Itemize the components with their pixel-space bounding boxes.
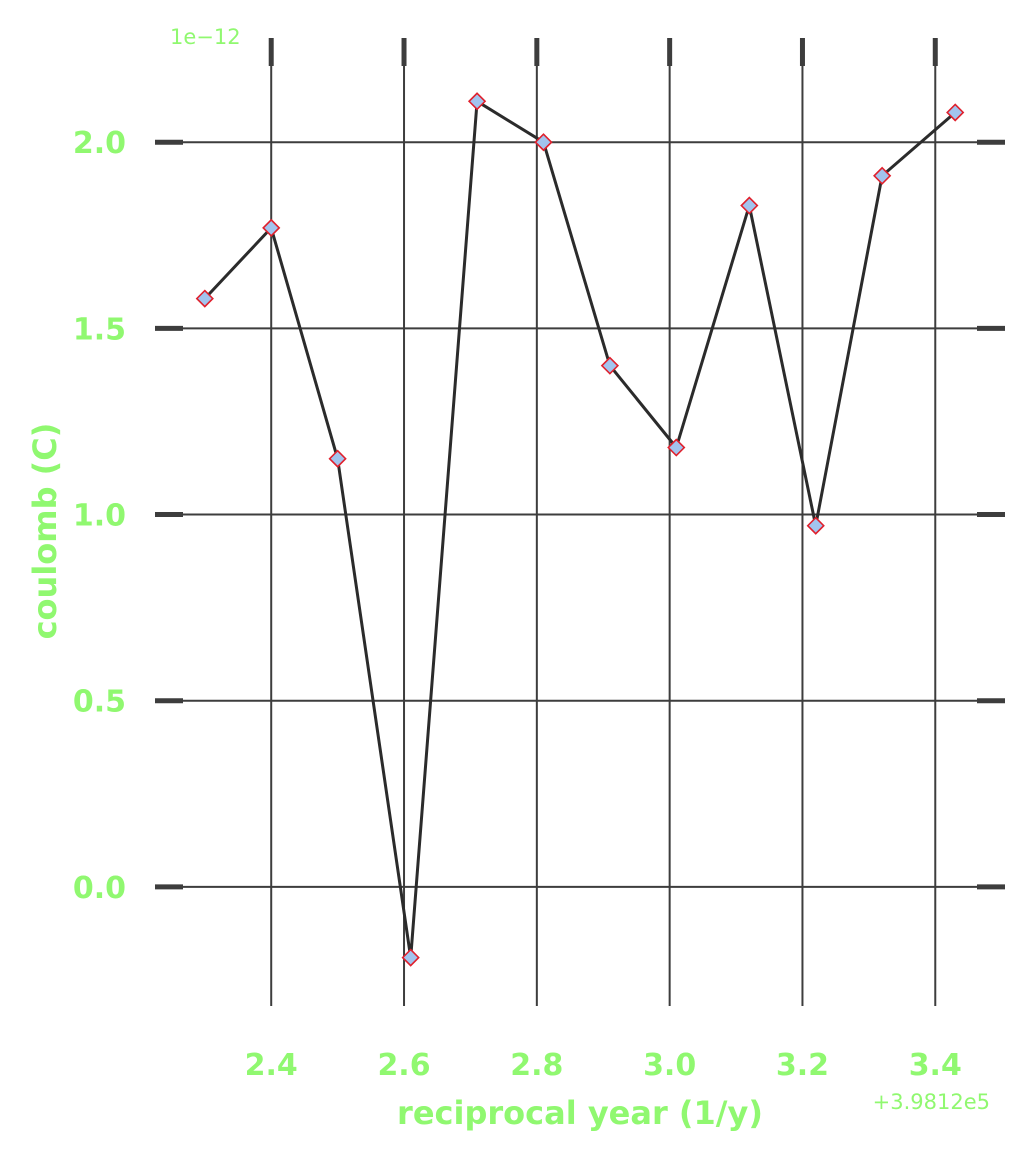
series-line (203, 99, 957, 960)
y-tick-label: 1.5 (73, 312, 126, 347)
y-tick-label: 2.0 (73, 126, 126, 161)
data-point-marker (873, 166, 892, 185)
data-point-marker (740, 196, 759, 215)
data-point-marker (946, 103, 965, 122)
tick-labels: 2.4 2.6 2.8 3.0 3.2 3.4 0.0 0.5 1.0 1.5 2.0 (73, 126, 962, 1083)
x-tick-label: 3.2 (776, 1048, 829, 1083)
y-axis-multiplier-text: 1e−12 (170, 25, 241, 49)
data-point-marker (534, 133, 553, 152)
data-point-marker (195, 289, 214, 308)
y-tick-label: 0.0 (73, 871, 126, 906)
grid-lines (155, 38, 1005, 1006)
markers (195, 92, 965, 967)
x-axis-label: reciprocal year (1/y) (397, 1094, 763, 1132)
tick-marks (155, 38, 1005, 890)
data-point-marker (806, 516, 825, 535)
y-axis-label: coulomb (C) (26, 423, 64, 640)
x-tick-label: 2.8 (510, 1048, 563, 1083)
data-point-marker (262, 218, 281, 238)
x-tick-label: 3.0 (643, 1048, 696, 1083)
x-tick-label: 2.6 (377, 1048, 430, 1083)
data-point-marker (600, 356, 620, 375)
series (203, 99, 957, 960)
x-tick-label: 2.4 (245, 1048, 298, 1083)
y-tick-label: 0.5 (73, 685, 126, 720)
data-point-marker (401, 948, 420, 967)
y-tick-label: 1.0 (73, 499, 126, 534)
data-point-marker (328, 449, 347, 468)
data-point-marker (667, 438, 686, 457)
data-point-marker (467, 92, 487, 111)
x-axis-offset-text: +3.9812e5 (873, 1090, 990, 1114)
x-tick-label: 3.4 (909, 1048, 962, 1083)
